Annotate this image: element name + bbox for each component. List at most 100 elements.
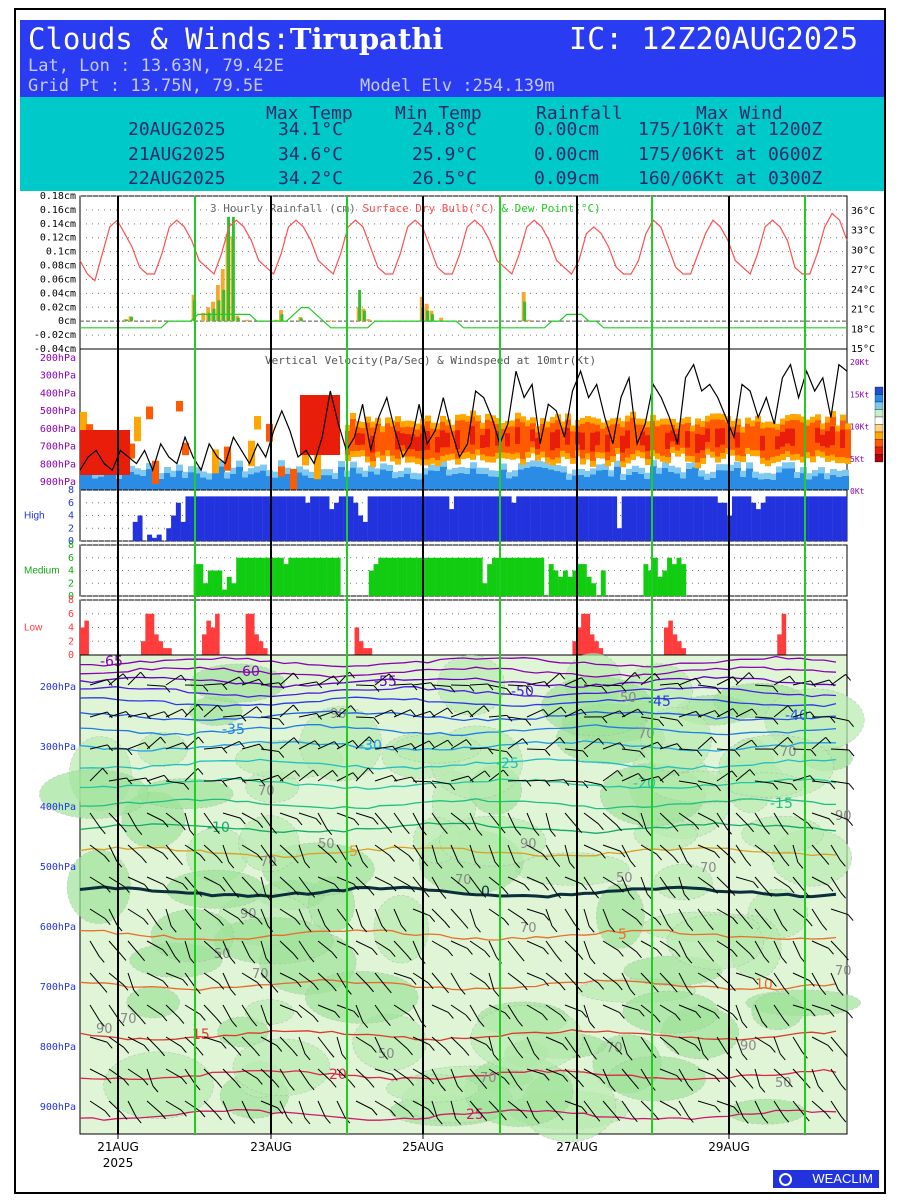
vv-cell [524, 467, 531, 490]
wind-barb [165, 1100, 182, 1111]
wind-barb [640, 1068, 651, 1085]
wind-barb [773, 812, 784, 829]
col-header-max-temp: Max Temp [266, 103, 353, 124]
wind-barb-feather [182, 883, 189, 891]
wind-barb [545, 706, 562, 718]
wind-barb-feather [542, 853, 548, 861]
cloud-bar [259, 557, 265, 596]
wind-barb [469, 844, 476, 863]
cloud-bar [264, 557, 270, 596]
cloud-bar [585, 613, 591, 655]
wind-barb [298, 908, 307, 926]
cloud-bar [429, 496, 435, 541]
wind-barb [222, 876, 235, 892]
wind-barb [659, 743, 678, 750]
cloud-bar [319, 496, 325, 541]
vv-cell [770, 473, 777, 480]
wind-barb-feather [429, 710, 436, 718]
cloud-bar [621, 496, 627, 541]
vv-cell [110, 472, 117, 490]
rh-contour [666, 914, 764, 970]
wind-barb [659, 908, 669, 926]
wind-barb-feather [178, 1017, 185, 1024]
vv-cell [410, 478, 417, 490]
wind-barb-feather [122, 984, 129, 991]
wind-barb [89, 972, 103, 987]
wind-barb [811, 812, 830, 820]
wind-barb [659, 1036, 675, 1049]
wind-barb-feather [478, 1020, 485, 1027]
isotherm-line [79, 696, 837, 708]
wind-barb-feather [308, 955, 315, 963]
isotherm-line [79, 822, 837, 834]
wind-barb-feather [827, 884, 834, 892]
vv-cell [510, 426, 516, 454]
vv-cell [824, 473, 831, 480]
vv-cell [734, 467, 741, 490]
wind-barb-feather [196, 890, 203, 897]
vv-cell [332, 478, 339, 490]
wind-barb-feather [123, 1079, 130, 1086]
wind-barb [89, 844, 105, 857]
wind-barb-feather [292, 1049, 298, 1057]
wind-barb-feather [502, 887, 509, 895]
wind-barb [773, 844, 785, 861]
wind-barb [412, 740, 430, 750]
vv-cell [560, 472, 567, 490]
wind-barb [640, 1036, 652, 1053]
wind-barb-feather [687, 924, 694, 932]
rh-label: 70 [258, 784, 275, 799]
vv-cell [440, 460, 447, 467]
windspeed-line [79, 363, 848, 472]
wind-barb-feather [674, 950, 681, 958]
vv-cell [506, 478, 513, 490]
wind-barb [165, 1004, 180, 1018]
wind-barb [697, 780, 716, 786]
rain-bar [236, 317, 240, 322]
cloud-bar [262, 496, 268, 541]
wind-barb-feather [174, 956, 181, 963]
wind-barb-feather [848, 783, 855, 790]
cloud-bar [534, 557, 540, 596]
vv-cell [670, 430, 676, 442]
cloud-bar [594, 641, 599, 655]
wind-barb-feather [542, 709, 549, 716]
rh-label: 70 [835, 964, 852, 979]
wind-barb-feather [764, 827, 770, 835]
wind-barb-feather [229, 1117, 236, 1124]
wind-barb-feather [361, 925, 368, 933]
wind-barb-feather [693, 822, 700, 830]
cloud-bar [684, 496, 690, 541]
wind-barb-feather [673, 856, 679, 864]
wind-barb [488, 684, 507, 690]
cloud-bar [444, 557, 450, 596]
wind-barb-feather [696, 783, 703, 791]
wind-barb-feather [143, 1044, 150, 1052]
wind-barb-feather [554, 860, 561, 868]
wind-barb-feather [769, 1046, 776, 1053]
vv-cell [776, 472, 783, 490]
wind-barb-feather [436, 1117, 443, 1125]
wind-barb [564, 677, 582, 686]
wind-barb [773, 908, 783, 926]
cloud-bar [668, 620, 673, 655]
wind-barb-feather [410, 743, 417, 750]
wind-barb [260, 774, 279, 782]
wind-barb [469, 705, 485, 718]
row-max-temp: 34.2°C [278, 168, 344, 189]
rh-contour [39, 769, 149, 819]
vv-cell [595, 431, 601, 446]
cloud-bar [645, 496, 651, 541]
cloud-bar [598, 648, 604, 655]
wind-barb [754, 1036, 771, 1047]
rain-bar [227, 216, 231, 322]
wind-barb [317, 741, 335, 750]
wind-barb-feather [686, 860, 693, 868]
vv-y-tick: 800hPa [40, 459, 76, 470]
wind-barb [697, 736, 712, 750]
vv-cell [656, 467, 663, 474]
wind-barb-feather [408, 1079, 415, 1086]
wind-barb-feather [145, 712, 151, 720]
wind-barb-feather [732, 917, 739, 925]
isotherm-line [79, 979, 837, 991]
